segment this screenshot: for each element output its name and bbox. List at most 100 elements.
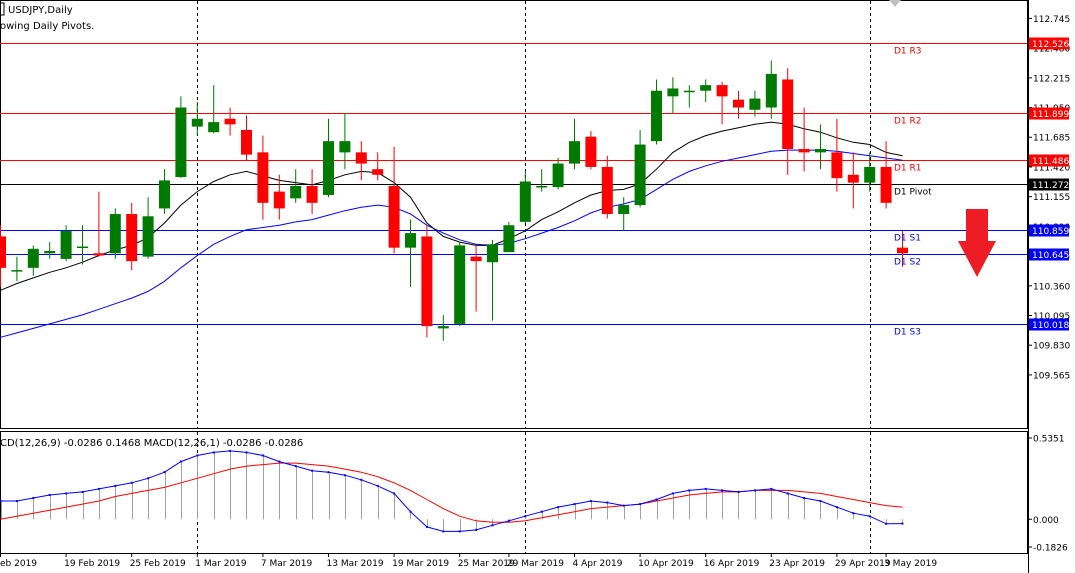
time-tick-label: 29 Mar 2019 [507, 559, 564, 569]
candle [257, 135, 269, 220]
macd-point [524, 515, 527, 518]
candle [11, 256, 23, 282]
candle-body [437, 326, 449, 329]
candle-body [93, 253, 105, 256]
price-tick-label: 110.360 [1033, 282, 1070, 292]
macd-tick-label: 0.000 [1033, 516, 1059, 526]
candle [93, 191, 105, 257]
pivot-label: D1 S3 [894, 328, 921, 338]
candle [798, 107, 810, 172]
macd-point [360, 478, 363, 481]
pivot-label: D1 R3 [894, 47, 922, 57]
macd-title: CD(12,26,9) -0.0286 0.1468 MACD(12,26,1)… [0, 438, 303, 449]
fast-ma-line [0, 121, 903, 291]
candle-body [0, 236, 6, 268]
macd-pane-frame [0, 431, 1028, 554]
pivot-label: D1 Pivot [894, 188, 932, 198]
macd-point [671, 492, 674, 495]
candle [241, 115, 252, 161]
candle-body [749, 98, 761, 110]
candle-body [667, 88, 679, 97]
macd-point [409, 510, 412, 513]
macd-point [589, 500, 592, 503]
candle-body [601, 166, 613, 215]
candle-body [897, 247, 908, 254]
candle-body [569, 141, 580, 164]
macd-point [803, 497, 806, 500]
candle [372, 152, 384, 181]
candle [618, 197, 630, 231]
candle [552, 157, 564, 190]
candle-body [11, 270, 23, 272]
pivot-label: D1 R1 [894, 164, 922, 174]
candle-body [864, 166, 876, 183]
candle-body [454, 245, 466, 324]
candle-body [421, 236, 433, 327]
pivot-value-text: 110.859 [1032, 227, 1069, 237]
candle-body [585, 136, 597, 167]
candle [651, 79, 662, 145]
candle [77, 225, 88, 265]
macd-point [196, 454, 199, 457]
macd-point [770, 487, 773, 490]
candle [864, 152, 876, 192]
candle [749, 90, 761, 117]
pivot-value-badge [1029, 107, 1069, 120]
candle [667, 77, 679, 114]
candle [700, 79, 712, 102]
macd-point [97, 487, 100, 490]
candle-body [618, 205, 630, 215]
macd-point [901, 522, 904, 525]
time-tick-label: 29 Apr 2019 [835, 559, 891, 569]
candle [503, 221, 515, 253]
candle-body [519, 181, 531, 222]
time-tick-label: 4 Apr 2019 [573, 559, 623, 569]
candle [60, 225, 72, 262]
time-tick-label: 7 Mar 2019 [261, 559, 313, 569]
candle-body [831, 152, 843, 179]
candle [454, 242, 466, 327]
macd-point [753, 489, 756, 492]
macd-point [819, 500, 822, 503]
macd-point [688, 489, 691, 492]
candle-body [700, 85, 712, 91]
candle [175, 96, 187, 179]
price-tick-label: 109.830 [1033, 342, 1070, 352]
macd-point [475, 528, 478, 531]
candle-body [224, 118, 236, 125]
pivot-labels: D1 R3 D1 R2 D1 R1 D1 Pivot D1 S1 D1 S2 D1 S3 [894, 47, 932, 338]
time-tick-label: 19 Feb 2019 [64, 559, 120, 569]
macd-point [376, 484, 379, 487]
candle [880, 141, 892, 209]
macd-axis: 0.5351 0.000 -0.1826 [1028, 435, 1068, 554]
macd-point [491, 524, 494, 527]
macd-point [868, 515, 871, 518]
candle-body [634, 144, 646, 206]
macd-point [327, 471, 330, 474]
candle-body [273, 191, 285, 209]
macd-point [15, 500, 18, 503]
candle [847, 152, 859, 209]
candle-body [798, 149, 810, 153]
candle-body [306, 186, 318, 203]
candle-body [782, 79, 794, 150]
candle-body [44, 251, 56, 254]
candle-body [388, 186, 400, 248]
slow-ma-line [0, 149, 903, 338]
pivot-label: D1 S1 [894, 234, 921, 244]
macd-point [835, 506, 838, 509]
macd-point [557, 506, 560, 509]
time-tick-label: 25 Feb 2019 [130, 559, 186, 569]
price-axis: 112.745112.480112.215111.950111.685111.4… [1028, 0, 1070, 573]
price-tick-label: 110.095 [1033, 312, 1070, 322]
candle-body [109, 214, 121, 254]
candle-body [815, 149, 826, 153]
price-pane-frame [0, 0, 1028, 429]
candle [323, 118, 334, 198]
macd-point [212, 451, 215, 454]
chart-shift-icon[interactable] [889, 0, 901, 7]
pivot-label: D1 R2 [894, 117, 922, 127]
time-tick-label: 25 Mar 2019 [458, 559, 515, 569]
macd-point [573, 503, 576, 506]
